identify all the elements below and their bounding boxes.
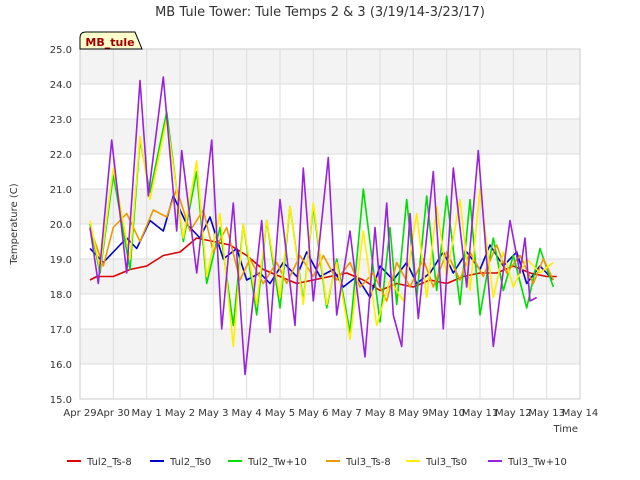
legend-item: Tul2_Ts-8 <box>67 457 132 468</box>
legend-label: Tul2_Ts0 <box>169 457 211 468</box>
y-tick-label: 23.0 <box>50 115 72 126</box>
x-tick-label: May 13 <box>528 408 565 419</box>
x-tick-label: May 12 <box>495 408 532 419</box>
series-line-tul3-ts-8 <box>89 188 555 302</box>
x-tick-label: May 14 <box>562 408 599 419</box>
grid-band <box>80 49 580 84</box>
y-tick-label: 21.0 <box>50 185 72 196</box>
y-tick-label: 20.0 <box>50 220 72 231</box>
x-tick-label: May 7 <box>332 408 362 419</box>
y-tick-label: 22.0 <box>50 150 72 161</box>
y-tick-label: 18.0 <box>50 290 72 301</box>
series-line-tul3-tw-10 <box>89 76 538 376</box>
legend-label: Tul3_Tw+10 <box>507 457 567 468</box>
station-badge: MB_tule <box>79 31 143 50</box>
legend-label: Tul2_Tw+10 <box>247 457 307 468</box>
legend-item: Tul2_Tw+10 <box>228 457 307 468</box>
legend-item: Tul3_Ts0 <box>406 457 467 468</box>
grid-band <box>80 329 580 364</box>
y-tick-label: 15.0 <box>50 395 72 406</box>
station-label: MB_tule <box>85 36 134 49</box>
x-tick-label: May 2 <box>165 408 195 419</box>
legend-label: Tul3_Ts0 <box>425 457 467 468</box>
legend-item: Tul3_Ts-8 <box>326 457 391 468</box>
x-tick-label: May 8 <box>365 408 395 419</box>
legend-label: Tul2_Ts-8 <box>86 457 132 468</box>
x-axis-label: Time <box>553 424 578 435</box>
x-tick-label: Apr 30 <box>97 408 130 419</box>
legend-item: Tul3_Tw+10 <box>488 457 567 468</box>
x-tick-label: May 3 <box>198 408 228 419</box>
y-tick-label: 16.0 <box>50 360 72 371</box>
x-tick-label: May 10 <box>428 408 465 419</box>
x-tick-label: Apr 29 <box>63 408 96 419</box>
x-tick-label: May 4 <box>232 408 262 419</box>
x-tick-label: May 5 <box>265 408 295 419</box>
x-tick-label: May 9 <box>398 408 428 419</box>
x-axis-ticks: Apr 29 Apr 30 May 1 May 2 May 3 May 4 May 5 May… <box>63 408 598 419</box>
y-axis-ticks: 15.0 16.0 17.0 18.0 19.0 20.0 21.0 22.0 23.0 24.0… <box>50 45 72 406</box>
plot-bands <box>80 49 580 364</box>
plot-frame <box>79 48 581 400</box>
legend: Tul2_Ts-8 Tul2_Ts0 Tul2_Tw+10 Tul3_Ts-8 Tul3… <box>67 457 567 468</box>
y-tick-label: 19.0 <box>50 255 72 266</box>
series-line-tul3-ts0 <box>89 118 554 348</box>
legend-label: Tul3_Ts-8 <box>345 457 391 468</box>
y-tick-label: 24.0 <box>50 80 72 91</box>
legend-item: Tul2_Ts0 <box>150 457 211 468</box>
series-line-tul2-ts-8 <box>89 237 557 292</box>
chart-title: MB Tule Tower: Tule Temps 2 & 3 (3/19/14… <box>155 5 485 20</box>
y-axis-label: Temperature (C) <box>9 183 20 265</box>
y-tick-label: 25.0 <box>50 45 72 56</box>
x-tick-label: May 1 <box>132 408 162 419</box>
y-tick-label: 17.0 <box>50 325 72 336</box>
x-tick-label: May 11 <box>462 408 499 419</box>
series-lines <box>89 76 557 376</box>
x-tick-label: May 6 <box>298 408 328 419</box>
